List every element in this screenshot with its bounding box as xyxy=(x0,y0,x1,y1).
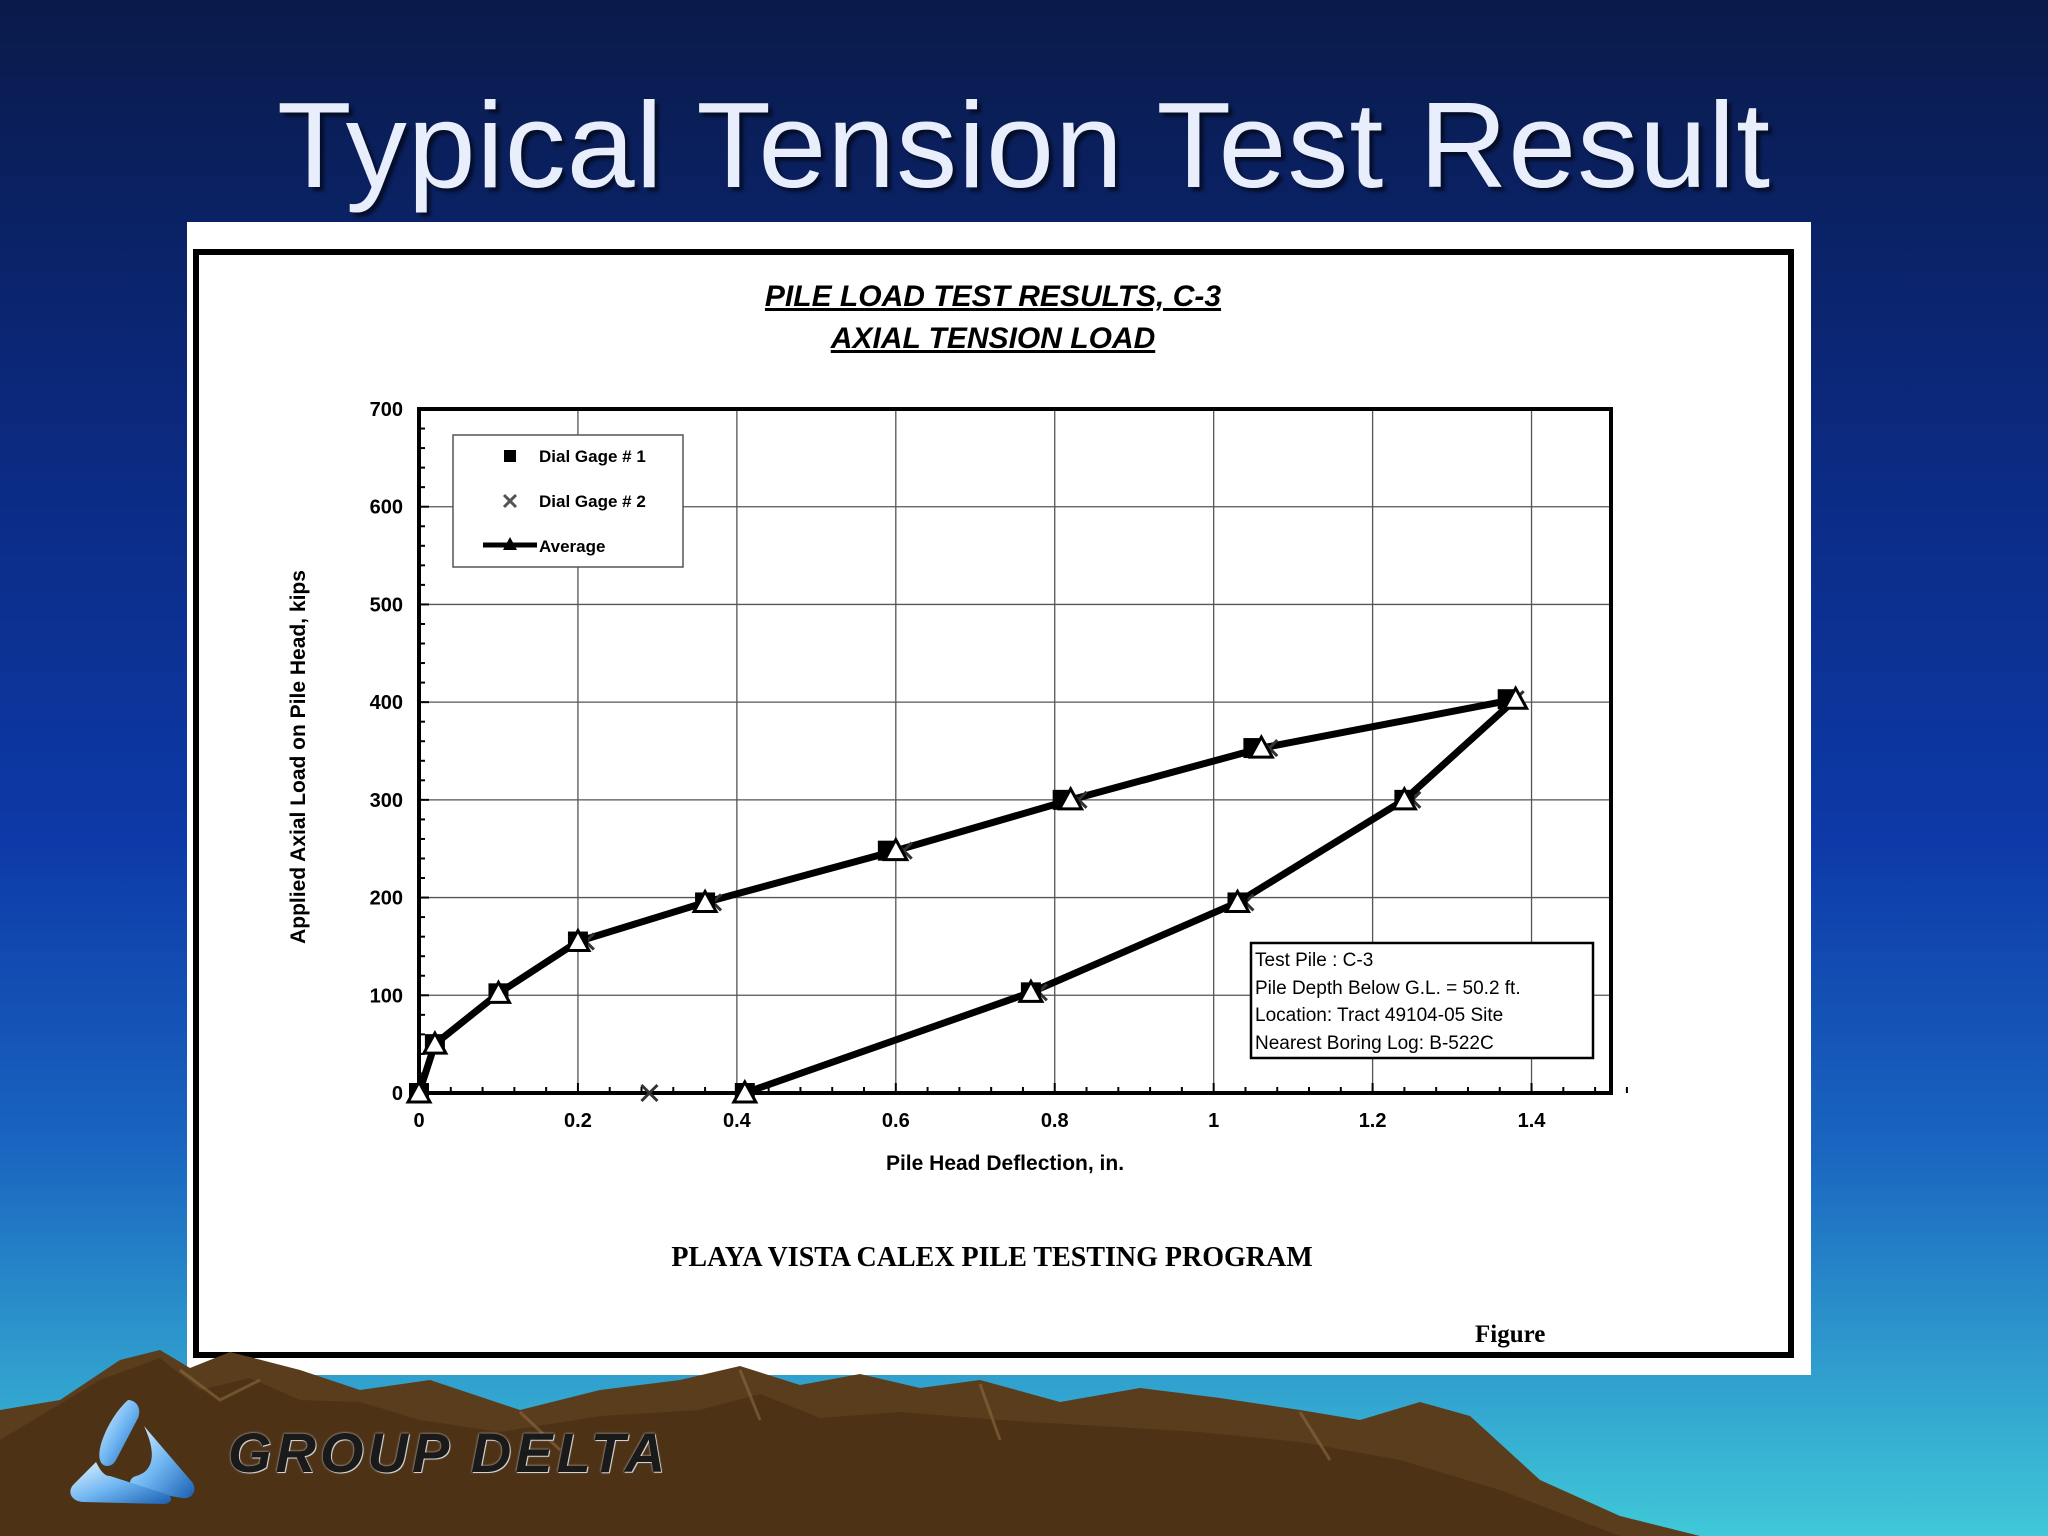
point-average xyxy=(1057,785,1085,811)
axis-ticks: 0 100 200 300 400 500 600 700 0 0.2 0.4 0.6 0.8 1 1.2 1… xyxy=(370,399,1628,1132)
y-tick-label: 100 xyxy=(370,985,403,1007)
y-axis-label: Applied Axial Load on Pile Head, kips xyxy=(287,570,310,944)
info-line-test-pile: Test Pile : C-3 xyxy=(1255,950,1373,971)
point-average xyxy=(421,1030,449,1055)
legend-x-marker xyxy=(502,493,518,509)
y-tick-label: 0 xyxy=(392,1083,403,1105)
figure-border xyxy=(193,249,1794,1358)
point-average xyxy=(1017,978,1045,1003)
test-info-box: Test Pile : C-3 Pile Depth Below G.L. = … xyxy=(1249,941,1595,1060)
point-average xyxy=(1247,733,1275,759)
axes xyxy=(417,407,1613,1095)
legend: Dial Gage # 1 Dial Gage # 2 Average xyxy=(452,434,684,568)
point-average xyxy=(1502,685,1530,710)
chart-subtitle: AXIAL TENSION LOAD xyxy=(830,322,1155,355)
legend-label-gage1: Dial Gage # 1 xyxy=(539,447,646,466)
y-tick-label: 600 xyxy=(370,497,403,519)
series-layer xyxy=(405,685,1530,1104)
y-tick-label: 400 xyxy=(370,692,403,714)
legend-label-gage2: Dial Gage # 2 xyxy=(539,492,646,511)
point-average xyxy=(564,927,592,953)
group-delta-logo-icon xyxy=(70,1400,195,1504)
info-line-boring-log: Nearest Boring Log: B-522C xyxy=(1255,1033,1494,1054)
chart-title: PILE LOAD TEST RESULTS, C-3 xyxy=(765,280,1221,313)
y-tick-label: 300 xyxy=(370,790,403,812)
mountain-silhouette xyxy=(0,1350,1700,1536)
brand-name: GROUP DELTA xyxy=(228,1421,670,1484)
point-average xyxy=(1223,888,1252,913)
x-axis-label: Pile Head Deflection, in. xyxy=(886,1152,1124,1175)
info-line-depth: Pile Depth Below G.L. = 50.2 ft. xyxy=(1255,978,1521,999)
x-tick-label: 0.8 xyxy=(1041,1110,1069,1132)
x-tick-label: 0.6 xyxy=(882,1110,910,1132)
info-line-location: Location: Tract 49104-05 Site xyxy=(1255,1005,1503,1026)
x-tick-label: 0.4 xyxy=(723,1110,752,1132)
point-average xyxy=(691,888,719,913)
point-average xyxy=(731,1078,759,1104)
x-tick-label: 0.2 xyxy=(564,1110,592,1132)
info-box-frame xyxy=(1249,941,1595,1060)
y-tick-label: 200 xyxy=(370,888,403,910)
x-tick-label: 1.2 xyxy=(1359,1110,1387,1132)
x-tick-label: 0 xyxy=(413,1110,424,1132)
point-average xyxy=(484,979,513,1004)
y-tick-label: 500 xyxy=(370,594,403,616)
legend-label-average: Average xyxy=(539,537,605,556)
point-dial-gage-2 xyxy=(640,1083,659,1103)
x-tick-label: 1 xyxy=(1208,1110,1219,1132)
figure-label: Figure xyxy=(1475,1321,1545,1348)
program-label: PLAYA VISTA CALEX PILE TESTING PROGRAM xyxy=(671,1242,1312,1273)
plot-area-border xyxy=(417,407,1613,1095)
grid-lines xyxy=(419,408,1612,1093)
x-tick-label: 1.4 xyxy=(1518,1110,1547,1132)
legend-square-marker xyxy=(504,450,516,462)
point-average xyxy=(882,836,910,862)
legend-triangle-marker xyxy=(503,537,517,550)
point-average xyxy=(405,1078,433,1104)
y-tick-label: 700 xyxy=(370,399,403,421)
pile-load-chart: PILE LOAD TEST RESULTS, C-3 AXIAL TENSIO… xyxy=(193,249,1794,1358)
point-average xyxy=(1390,785,1418,811)
slide-title: Typical Tension Test Result xyxy=(276,77,1772,213)
chart-frame: PILE LOAD TEST RESULTS, C-3 AXIAL TENSIO… xyxy=(187,222,1811,1375)
